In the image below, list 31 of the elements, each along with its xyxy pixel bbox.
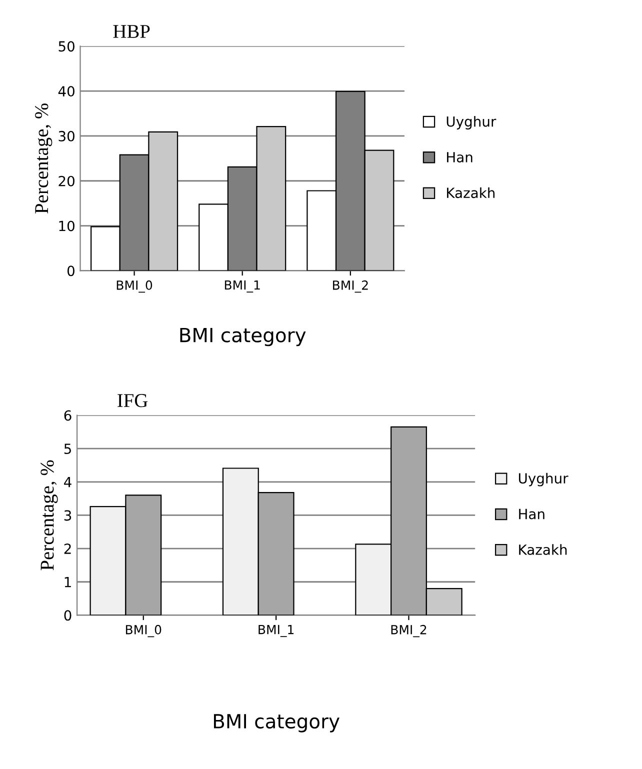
y-tick-label: 2 — [64, 544, 71, 554]
legend-label: Kazakh — [519, 544, 567, 555]
legend-label: Kazakh — [447, 187, 495, 198]
x-tick-label: BMI_2 — [391, 624, 426, 638]
y-tick-label: 40 — [58, 86, 74, 97]
y-axis-title: Percentage, % — [40, 460, 58, 570]
y-tick-label: 20 — [58, 176, 74, 186]
x-tick-label: BMI_0 — [116, 280, 152, 293]
y-tick-label: 1 — [64, 577, 71, 588]
y-tick-label: 0 — [67, 266, 74, 276]
y-tick-label: 6 — [64, 410, 72, 421]
x-axis-title: BMI category — [214, 714, 340, 732]
y-tick-label: 5 — [64, 444, 71, 454]
y-tick-label: 30 — [58, 130, 74, 142]
chart-title: IFG — [118, 394, 148, 408]
y-tick-label: 4 — [64, 477, 72, 488]
legend-label: Uyghur — [518, 472, 568, 486]
y-tick-label: 10 — [59, 220, 74, 232]
legend-label: Han — [519, 508, 544, 520]
x-tick-label: BMI_2 — [333, 280, 368, 293]
legend-label: Han — [447, 152, 472, 162]
x-tick-label: BMI_1 — [224, 280, 260, 293]
x-tick-label: BMI_1 — [258, 624, 294, 638]
chart-title: HBP — [113, 25, 150, 38]
y-axis-title: Percentage, % — [35, 103, 52, 214]
y-tick-label: 50 — [58, 41, 74, 52]
y-tick-label: 3 — [64, 510, 72, 521]
x-tick-label: BMI_0 — [126, 624, 162, 638]
y-tick-label: 0 — [64, 610, 72, 621]
x-axis-title: BMI category — [180, 328, 306, 346]
legend-label: Uyghur — [446, 116, 496, 130]
